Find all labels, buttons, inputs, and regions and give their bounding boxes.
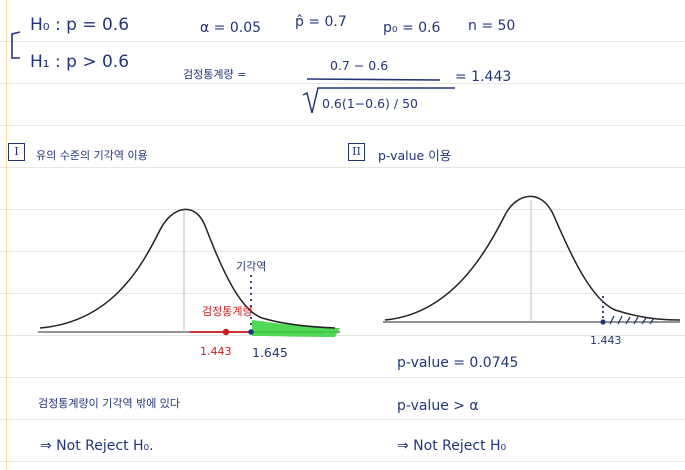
critical-region-label: 기각역	[236, 260, 267, 273]
right-distribution	[383, 195, 681, 325]
alpha-value: α = 0.05	[200, 20, 262, 36]
statistic-region-label: 검정통계량	[202, 305, 253, 318]
statistic-result: = 1.443	[455, 69, 512, 85]
method2-title: p-value 이용	[378, 148, 452, 163]
critical-point	[248, 329, 254, 335]
stat-value-label: 1.443	[200, 345, 232, 358]
method1-number-box: I	[8, 143, 25, 161]
statistic-numerator: 0.7 − 0.6	[330, 58, 389, 73]
method1-title: 유의 수준의 기각역 이용	[36, 149, 148, 162]
hypothesis-bracket	[11, 31, 21, 59]
pvalue-hatching	[609, 315, 655, 325]
critical-value-label: 1.645	[252, 345, 288, 360]
null-hypothesis: H₀ : p = 0.6	[30, 15, 130, 35]
method2-number-box: II	[348, 143, 365, 161]
method1-decision: ⇒ Not Reject H₀.	[40, 438, 154, 454]
pvalue-comparison: p-value > α	[397, 398, 479, 414]
method2-stat-value: 1.443	[590, 334, 622, 347]
left-rejection-region	[252, 320, 340, 337]
n-value: n = 50	[468, 18, 516, 34]
right-bell-curve	[384, 195, 681, 321]
sqrt-sign	[302, 87, 455, 114]
method1-conclusion: 검정통계량이 기각역 밖에 있다	[38, 397, 181, 410]
left-bell-curve	[39, 208, 336, 329]
pvalue-result: p-value = 0.0745	[397, 355, 519, 371]
statistic-label: 검정통계량 =	[183, 68, 247, 81]
fraction-bar	[306, 78, 441, 81]
method2-decision: ⇒ Not Reject H₀	[397, 438, 507, 454]
p-hat-value: p̂ = 0.7	[295, 14, 347, 30]
alternative-hypothesis: H₁ : p > 0.6	[30, 52, 130, 72]
margin-line	[6, 0, 7, 470]
left-distribution	[38, 208, 340, 337]
statistic-denominator: 0.6(1−0.6) / 50	[322, 96, 419, 111]
stat-point	[222, 328, 230, 336]
p0-value: p₀ = 0.6	[383, 20, 441, 36]
pvalue-point	[600, 319, 606, 325]
